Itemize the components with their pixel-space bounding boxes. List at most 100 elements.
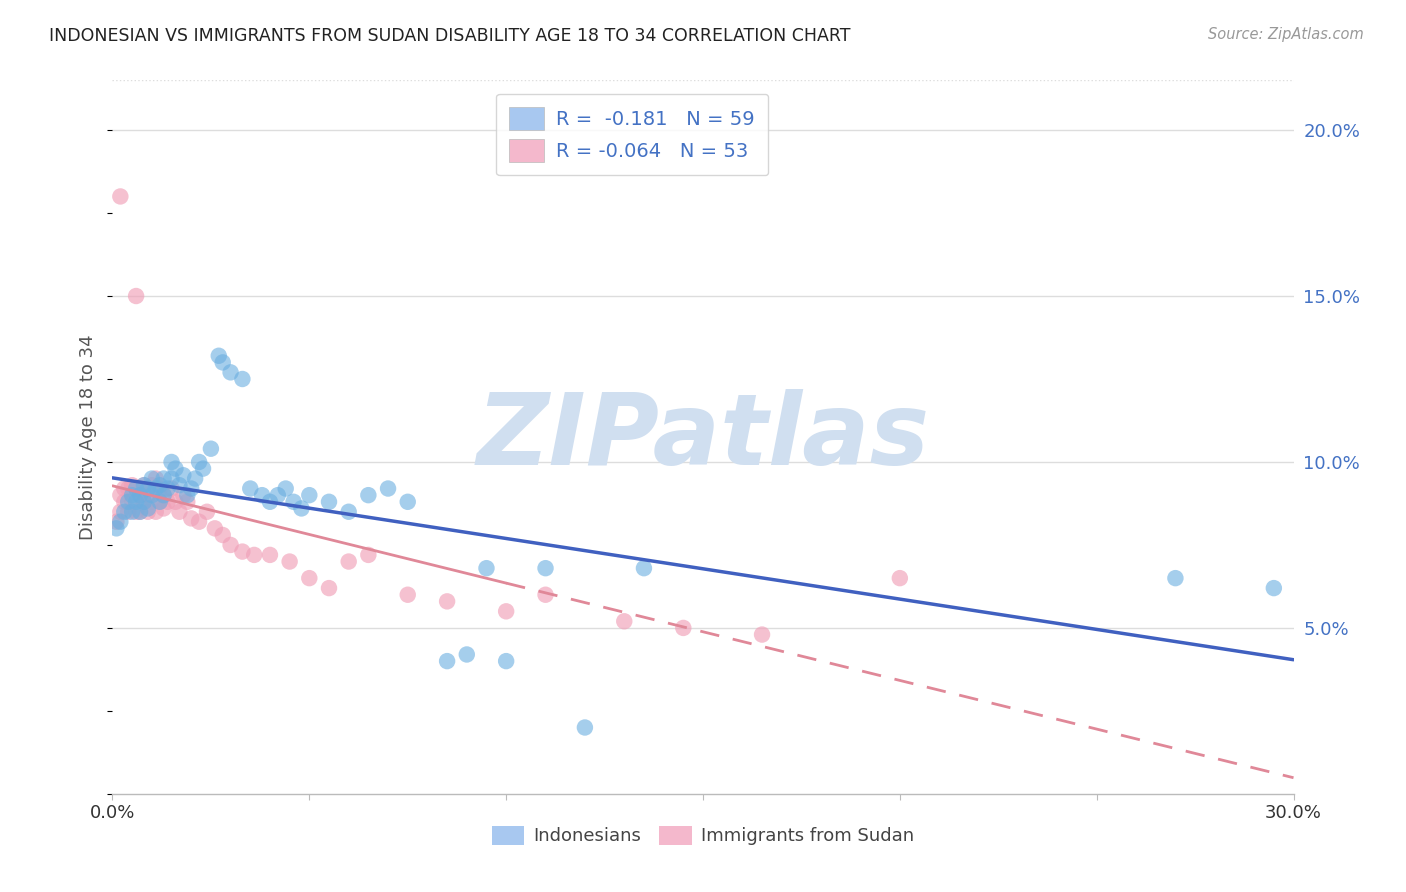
Point [889, 571, 911, 585]
Point [200, 442, 222, 456]
Point [132, 478, 155, 492]
Point [534, 561, 557, 575]
Point [1263, 581, 1285, 595]
Point [436, 594, 458, 608]
Point [105, 515, 128, 529]
Point [112, 505, 135, 519]
Point [110, 189, 132, 203]
Point [152, 488, 174, 502]
Point [169, 505, 191, 519]
Point [121, 495, 143, 509]
Point [278, 555, 301, 569]
Point [613, 615, 636, 629]
Point [259, 548, 281, 562]
Point [176, 488, 198, 502]
Point [672, 621, 695, 635]
Point [129, 505, 152, 519]
Point [136, 501, 159, 516]
Point [132, 495, 155, 509]
Point [231, 544, 253, 558]
Point [149, 482, 172, 496]
Point [357, 488, 380, 502]
Point [136, 482, 159, 496]
Point [250, 488, 273, 502]
Point [456, 648, 478, 662]
Point [357, 548, 380, 562]
Point [243, 548, 266, 562]
Point [267, 488, 290, 502]
Point [172, 488, 194, 502]
Point [534, 588, 557, 602]
Point [117, 482, 139, 496]
Point [141, 495, 163, 509]
Point [145, 482, 167, 496]
Point [132, 478, 155, 492]
Point [117, 495, 139, 509]
Point [204, 521, 226, 535]
Point [337, 555, 360, 569]
Point [129, 488, 152, 502]
Text: ZIPatlas: ZIPatlas [477, 389, 929, 485]
Point [165, 461, 187, 475]
Point [231, 372, 253, 386]
Point [149, 478, 172, 492]
Point [160, 455, 183, 469]
Point [298, 571, 321, 585]
Point [110, 505, 132, 519]
Point [125, 495, 148, 509]
Point [160, 482, 183, 496]
Point [436, 654, 458, 668]
Point [574, 721, 596, 735]
Point [112, 495, 135, 509]
Point [129, 505, 152, 519]
Point [105, 521, 128, 535]
Point [211, 528, 233, 542]
Point [141, 472, 163, 486]
Point [165, 495, 187, 509]
Point [160, 472, 183, 486]
Point [152, 488, 174, 502]
Point [136, 488, 159, 502]
Point [377, 482, 399, 496]
Point [211, 355, 233, 369]
Point [195, 505, 218, 519]
Point [132, 495, 155, 509]
Point [125, 482, 148, 496]
Point [318, 581, 340, 595]
Point [290, 501, 312, 516]
Point [169, 478, 191, 492]
Point [152, 472, 174, 486]
Point [112, 482, 135, 496]
Legend: Indonesians, Immigrants from Sudan: Indonesians, Immigrants from Sudan [481, 815, 925, 856]
Point [121, 478, 143, 492]
Text: Source: ZipAtlas.com: Source: ZipAtlas.com [1208, 27, 1364, 42]
Point [396, 588, 419, 602]
Point [117, 505, 139, 519]
Point [495, 604, 517, 618]
Point [219, 365, 242, 379]
Point [259, 495, 281, 509]
Point [136, 505, 159, 519]
Point [152, 501, 174, 516]
Point [219, 538, 242, 552]
Point [180, 511, 202, 525]
Point [172, 468, 194, 483]
Point [121, 505, 143, 519]
Point [129, 488, 152, 502]
Point [188, 515, 211, 529]
Point [141, 488, 163, 502]
Point [274, 482, 297, 496]
Point [180, 482, 202, 496]
Point [125, 505, 148, 519]
Text: INDONESIAN VS IMMIGRANTS FROM SUDAN DISABILITY AGE 18 TO 34 CORRELATION CHART: INDONESIAN VS IMMIGRANTS FROM SUDAN DISA… [49, 27, 851, 45]
Point [1164, 571, 1187, 585]
Point [337, 505, 360, 519]
Point [156, 482, 179, 496]
Point [191, 461, 214, 475]
Point [318, 495, 340, 509]
Point [141, 478, 163, 492]
Point [149, 495, 172, 509]
Point [495, 654, 517, 668]
Y-axis label: Disability Age 18 to 34: Disability Age 18 to 34 [79, 334, 97, 540]
Point [396, 495, 419, 509]
